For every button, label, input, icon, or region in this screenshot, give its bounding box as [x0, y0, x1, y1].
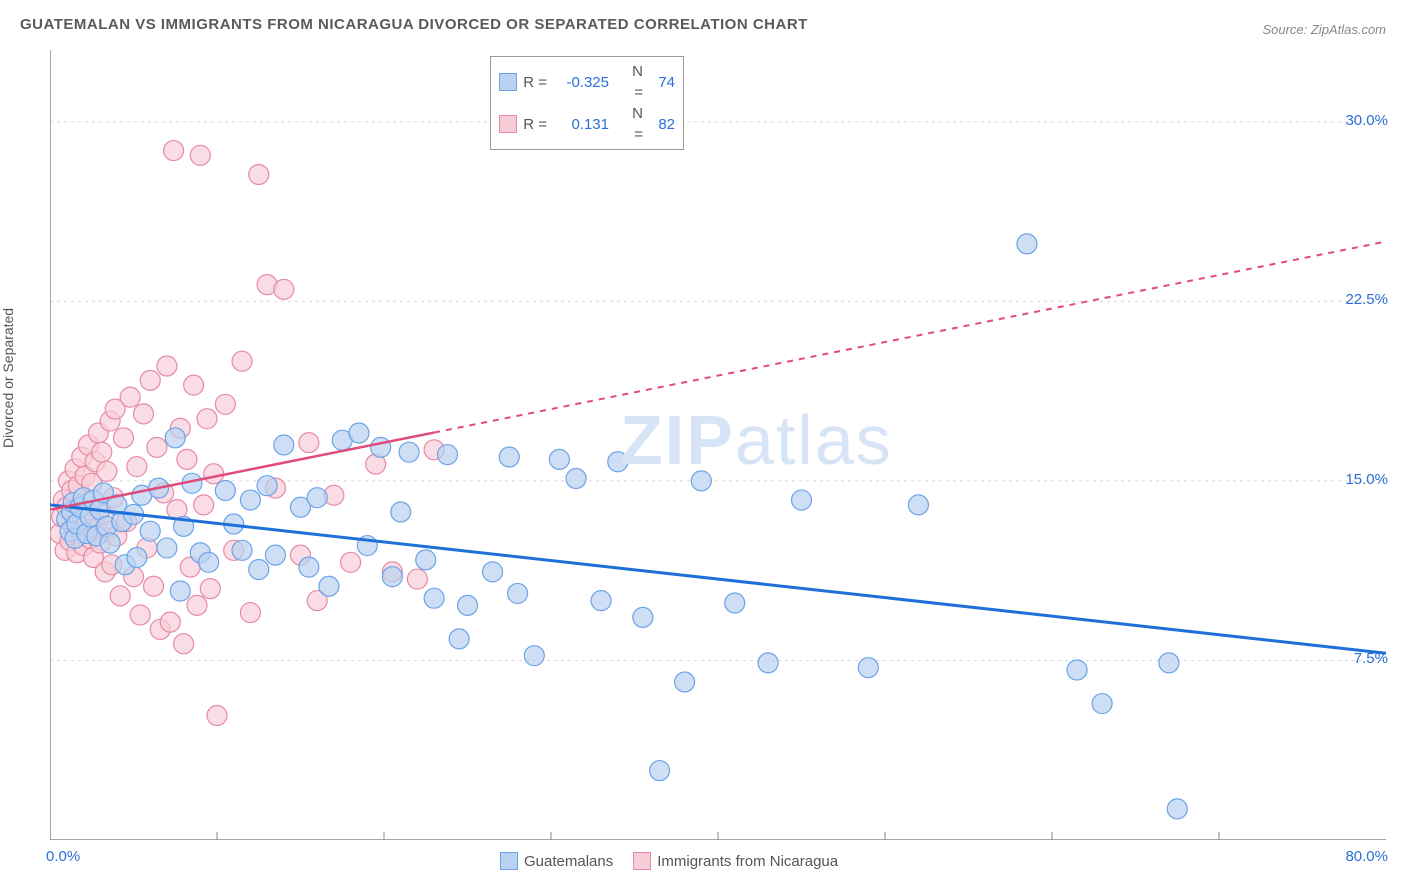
swatch-guatemalans [499, 73, 517, 91]
chart-title: GUATEMALAN VS IMMIGRANTS FROM NICARAGUA … [20, 16, 808, 33]
r-label: R = [523, 72, 547, 93]
source-attribution: Source: ZipAtlas.com [1262, 22, 1386, 37]
correlation-legend: R = -0.325 N = 74 R = 0.131 N = 82 [490, 56, 684, 150]
r-value-guatemalans: -0.325 [553, 72, 609, 93]
r-value-nicaragua: 0.131 [553, 114, 609, 135]
y-tick-label: 15.0% [1345, 471, 1388, 488]
y-axis-label: Divorced or Separated [0, 308, 16, 448]
n-value-nicaragua: 82 [649, 114, 675, 135]
chart-area [50, 50, 1386, 840]
legend-item-guatemalans: Guatemalans [500, 852, 613, 870]
n-label: N = [627, 61, 643, 103]
legend-row-nicaragua: R = 0.131 N = 82 [499, 103, 675, 145]
x-tick-label: 0.0% [46, 848, 80, 865]
r-label: R = [523, 114, 547, 135]
scatter-chart [50, 50, 1386, 840]
legend-item-nicaragua: Immigrants from Nicaragua [633, 852, 838, 870]
y-tick-label: 22.5% [1345, 291, 1388, 308]
legend-row-guatemalans: R = -0.325 N = 74 [499, 61, 675, 103]
series-legend: Guatemalans Immigrants from Nicaragua [500, 852, 838, 870]
legend-label: Immigrants from Nicaragua [657, 853, 838, 870]
swatch-guatemalans [500, 852, 518, 870]
swatch-nicaragua [633, 852, 651, 870]
n-label: N = [627, 103, 643, 145]
legend-label: Guatemalans [524, 853, 613, 870]
y-tick-label: 7.5% [1354, 650, 1388, 667]
swatch-nicaragua [499, 115, 517, 133]
y-tick-label: 30.0% [1345, 112, 1388, 129]
x-tick-label: 80.0% [1345, 848, 1388, 865]
n-value-guatemalans: 74 [649, 72, 675, 93]
